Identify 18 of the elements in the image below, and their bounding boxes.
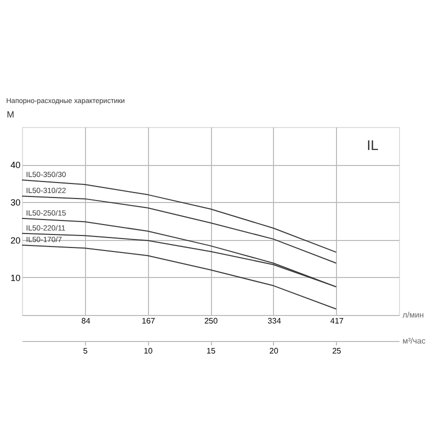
- y-tick-label: 30: [10, 198, 20, 208]
- x2-tick-label: 84: [81, 316, 91, 326]
- x2-tick-label: 167: [142, 316, 156, 326]
- x2-tick-label: 250: [204, 316, 218, 326]
- x2-tick-label: 417: [330, 316, 344, 326]
- y-tick-label: 20: [10, 235, 20, 246]
- x-tick-label: 5: [83, 346, 88, 356]
- x-tick-label: 25: [332, 346, 342, 356]
- x2-tick-label: 334: [268, 316, 282, 326]
- x-tick-label: 20: [269, 346, 279, 356]
- y-tick-label: 10: [10, 272, 20, 283]
- annotation: IL: [366, 136, 379, 153]
- x2-axis-title: л/мин: [402, 310, 424, 320]
- x-tick-label: 15: [206, 346, 216, 356]
- x-tick-label: 10: [144, 346, 154, 356]
- y-tick-label: 40: [10, 160, 20, 170]
- x-axis-title: м³/час: [402, 336, 426, 346]
- y-axis-title: М: [6, 110, 14, 120]
